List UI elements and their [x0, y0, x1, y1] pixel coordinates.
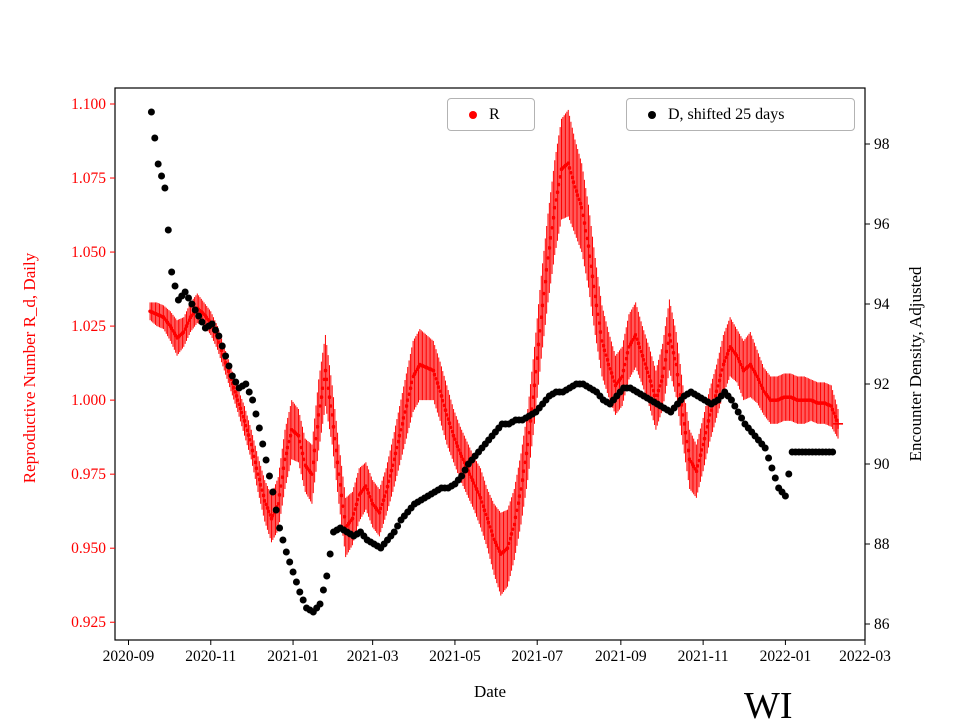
y-axis-right: 86 88 90 92 94 96 98 — [865, 136, 890, 633]
r-series — [148, 109, 844, 596]
y-left-tick-label: 1.000 — [71, 392, 106, 409]
legend-d-label: D, shifted 25 days — [668, 105, 785, 123]
legend-r: R — [447, 98, 535, 131]
legend-d: D, shifted 25 days — [626, 98, 855, 131]
x-axis: 2020-09 2020-11 2021-01 2021-03 2021-05 2021-… — [103, 640, 891, 665]
y-axis-left: 0.925 0.950 0.975 1.000 1.025 1.050 1.075 1.100 — [71, 96, 115, 631]
y-axis-label-left: Reproductive Number R_d, Daily — [20, 252, 39, 484]
x-axis-label: Date — [473, 682, 507, 701]
x-tick-label: 2021-03 — [347, 648, 399, 665]
x-tick-label: 2021-05 — [429, 648, 481, 665]
state-label: WI — [744, 685, 793, 720]
y-left-tick-label: 1.050 — [71, 244, 106, 261]
y-left-tick-label: 0.950 — [71, 540, 106, 557]
x-tick-label: 2022-01 — [760, 648, 812, 665]
plot-frame — [114, 87, 866, 641]
y-left-tick-label: 0.975 — [71, 466, 106, 483]
y-left-tick-label: 1.100 — [71, 96, 106, 113]
x-tick-label: 2021-11 — [678, 648, 729, 665]
y-right-tick-label: 88 — [874, 536, 890, 553]
y-left-tick-label: 0.925 — [71, 614, 106, 631]
y-right-tick-label: 94 — [874, 296, 890, 313]
x-tick-label: 2021-09 — [595, 648, 647, 665]
legend-r-label: R — [489, 105, 500, 123]
y-left-tick-label: 1.075 — [71, 170, 106, 187]
r-series-marker-icon — [469, 110, 477, 119]
y-left-tick-label: 1.025 — [71, 318, 106, 335]
y-right-tick-label: 90 — [874, 456, 890, 473]
d-series-marker-icon — [648, 110, 656, 119]
x-tick-label: 2022-03 — [839, 648, 891, 665]
x-tick-label: 2020-11 — [185, 648, 236, 665]
y-axis-label-right: Encounter Density, Adjusted — [906, 266, 925, 462]
x-tick-label: 2021-01 — [267, 648, 319, 665]
y-right-tick-label: 86 — [874, 616, 890, 633]
x-tick-label: 2021-07 — [511, 648, 563, 665]
y-right-tick-label: 98 — [874, 136, 890, 153]
y-right-tick-label: 96 — [874, 216, 890, 233]
x-tick-label: 2020-09 — [103, 648, 155, 665]
y-right-tick-label: 92 — [874, 376, 890, 393]
d-series — [147, 108, 837, 616]
